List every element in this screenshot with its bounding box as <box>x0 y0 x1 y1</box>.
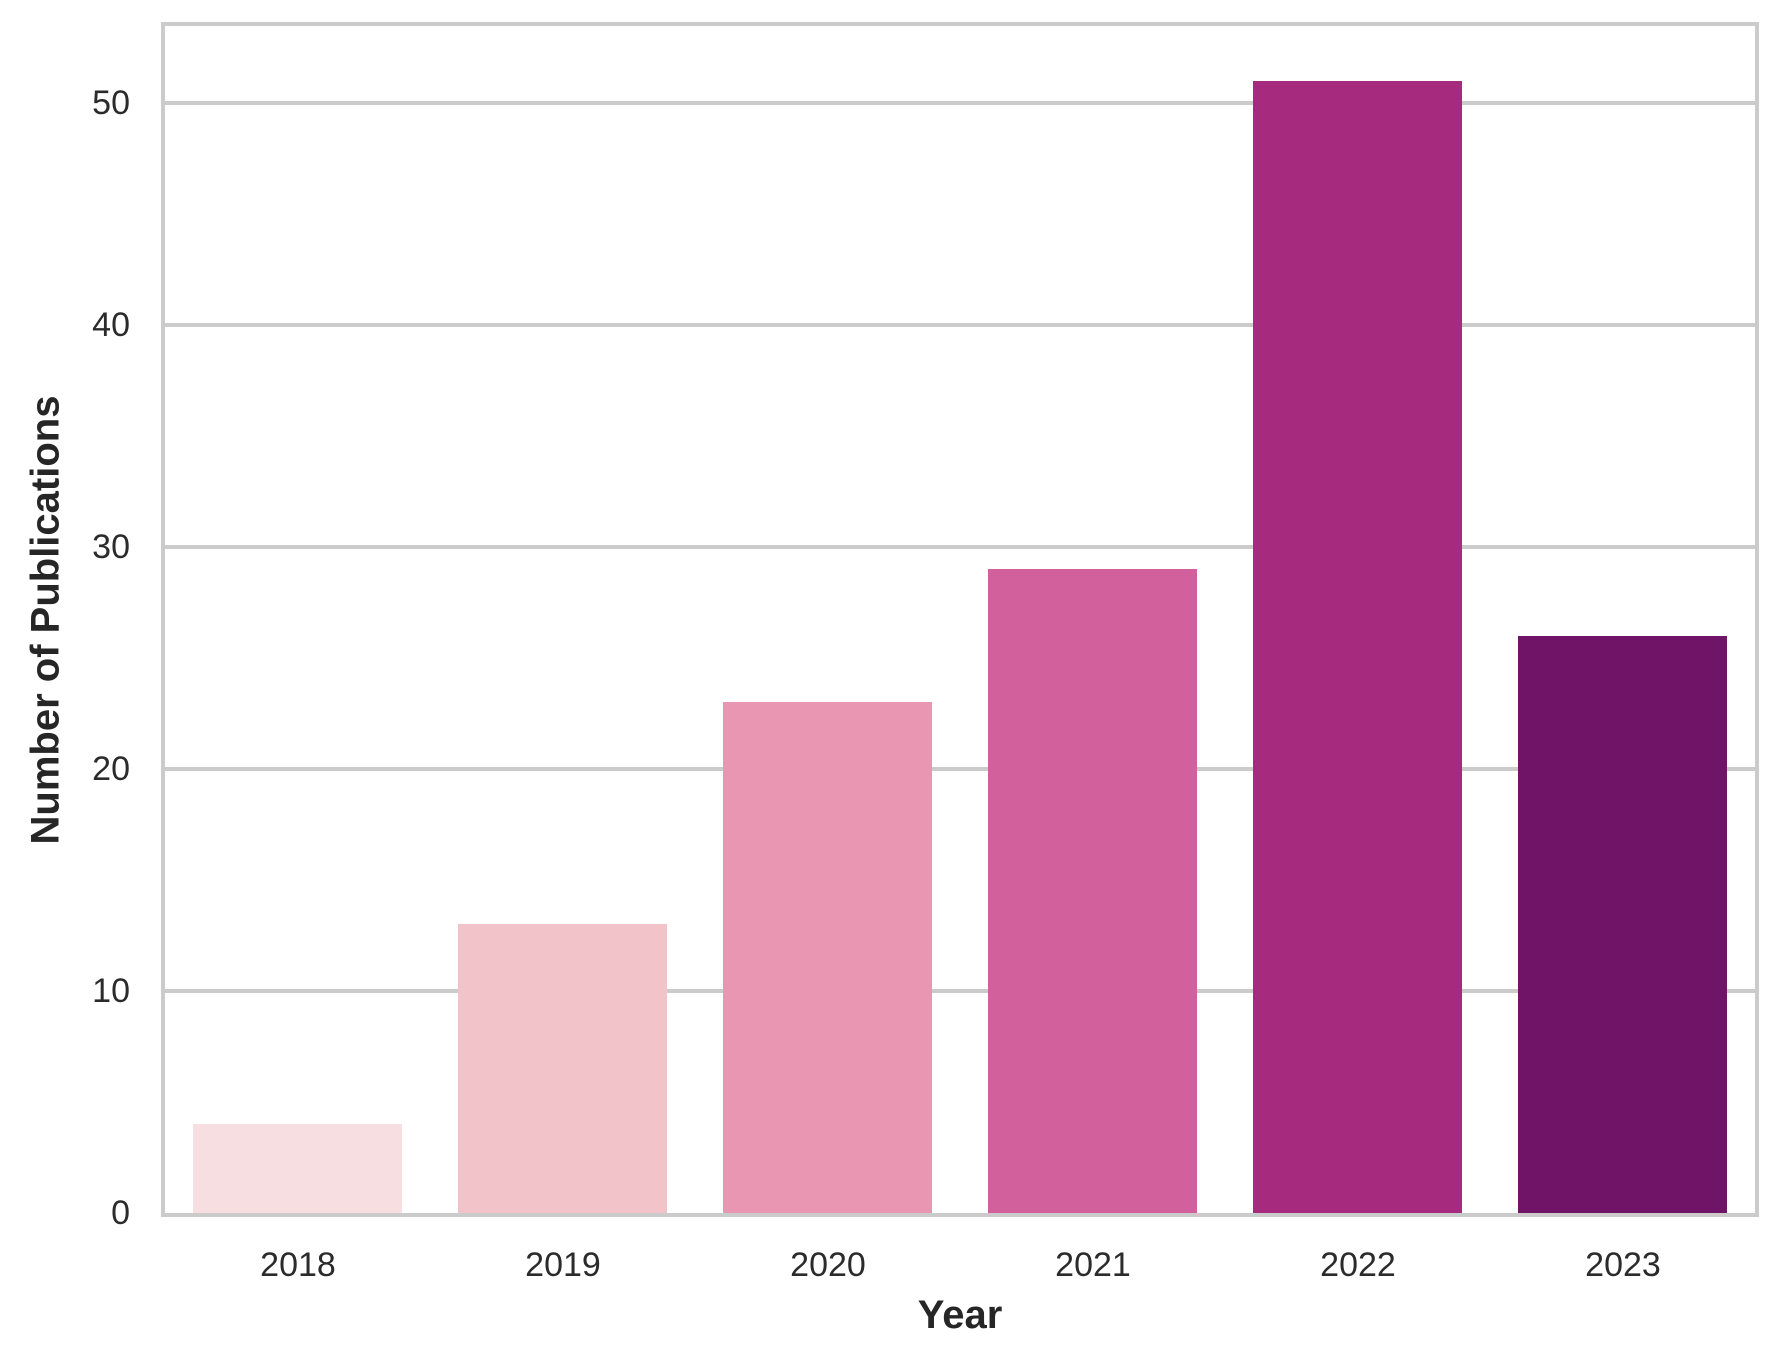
x-tick-label-2020: 2020 <box>790 1246 866 1284</box>
y-tick-label-10: 10 <box>92 972 130 1010</box>
gridline-y-20 <box>165 767 1755 771</box>
bar-2023 <box>1518 636 1727 1213</box>
y-tick-label-30: 30 <box>92 528 130 566</box>
x-tick-label-2019: 2019 <box>525 1246 601 1284</box>
bar-2021 <box>988 569 1197 1213</box>
x-tick-label-2023: 2023 <box>1585 1246 1661 1284</box>
gridline-y-10 <box>165 989 1755 993</box>
bar-2019 <box>458 924 667 1213</box>
x-tick-label-2021: 2021 <box>1055 1246 1131 1284</box>
gridline-y-30 <box>165 545 1755 550</box>
gridline-y-40 <box>165 323 1755 328</box>
bar-2022 <box>1253 81 1462 1213</box>
x-axis-title: Year <box>917 1293 1003 1337</box>
y-tick-label-40: 40 <box>92 306 130 344</box>
x-tick-label-2022: 2022 <box>1320 1246 1396 1284</box>
y-tick-label-50: 50 <box>92 84 130 122</box>
x-tick-label-2018: 2018 <box>260 1246 336 1284</box>
bar-2020 <box>723 702 932 1213</box>
plot-area <box>161 22 1759 1217</box>
y-tick-label-0: 0 <box>111 1194 130 1232</box>
bar-2018 <box>193 1124 402 1213</box>
gridline-y-50 <box>165 101 1755 106</box>
y-tick-label-20: 20 <box>92 750 130 788</box>
